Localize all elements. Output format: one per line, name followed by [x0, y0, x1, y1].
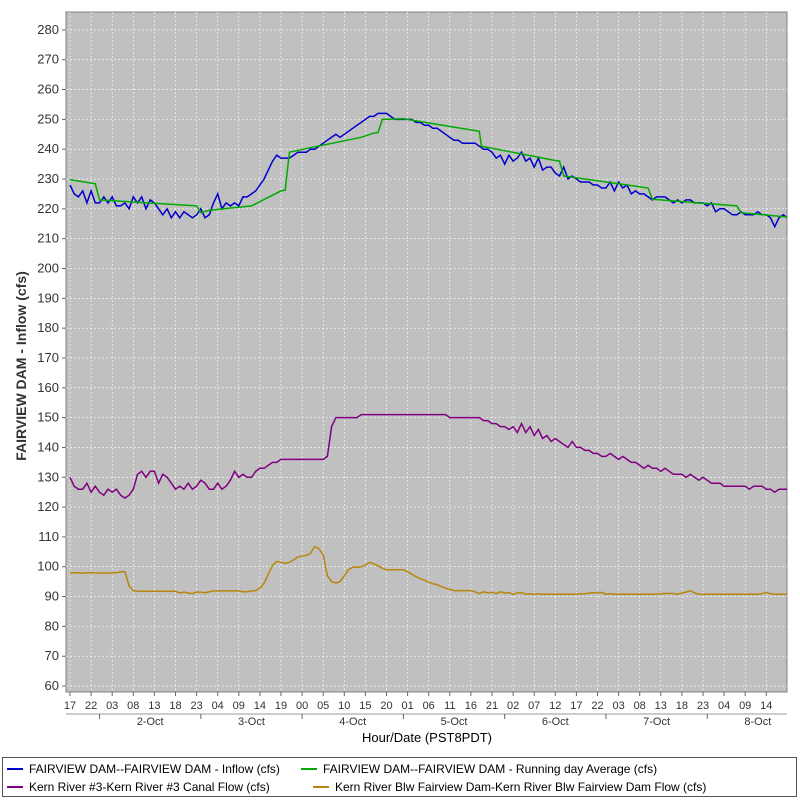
- y-tick-label: 130: [37, 469, 59, 484]
- legend-item-running-average: FAIRVIEW DAM--FAIRVIEW DAM - Running day…: [301, 762, 657, 776]
- y-tick-label: 260: [37, 82, 59, 97]
- date-label: 8-Oct: [744, 716, 771, 728]
- legend-label-running-average: FAIRVIEW DAM--FAIRVIEW DAM - Running day…: [323, 762, 658, 776]
- x-tick-label: 20: [380, 700, 392, 712]
- x-tick-label: 11: [444, 700, 455, 712]
- y-tick-label: 190: [37, 290, 59, 305]
- y-tick-label: 280: [37, 22, 59, 37]
- y-tick-label: 180: [37, 320, 59, 335]
- x-tick-label: 18: [676, 700, 688, 712]
- y-tick-label: 210: [37, 231, 59, 246]
- date-label: 2-Oct: [137, 716, 164, 728]
- y-tick-label: 140: [37, 439, 59, 454]
- legend-label-inflow: FAIRVIEW DAM--FAIRVIEW DAM - Inflow (cfs…: [29, 762, 280, 776]
- date-label: 6-Oct: [542, 716, 569, 728]
- y-tick-label: 250: [37, 111, 59, 126]
- x-tick-label: 03: [106, 700, 118, 712]
- x-tick-label: 07: [528, 700, 540, 712]
- x-tick-label: 02: [507, 700, 519, 712]
- legend-item-inflow: FAIRVIEW DAM--FAIRVIEW DAM - Inflow (cfs…: [7, 762, 280, 776]
- legend-label-canal-flow: Kern River #3-Kern River #3 Canal Flow (…: [29, 780, 270, 794]
- x-axis-label: Hour/Date (PST8PDT): [362, 730, 492, 745]
- y-tick-label: 80: [45, 618, 59, 633]
- x-tick-label: 17: [64, 700, 76, 712]
- x-tick-label: 06: [423, 700, 435, 712]
- x-tick-label: 13: [148, 700, 160, 712]
- y-tick-label: 240: [37, 141, 59, 156]
- x-tick-label: 12: [549, 700, 561, 712]
- x-tick-label: 14: [760, 700, 772, 712]
- y-tick-label: 160: [37, 380, 59, 395]
- legend-item-blw-fairview: Kern River Blw Fairview Dam-Kern River B…: [313, 780, 706, 794]
- series-line-2: [69, 413, 787, 500]
- y-tick-label: 90: [45, 589, 59, 604]
- legend-swatch-blw-fairview: [313, 786, 329, 788]
- x-tick-label: 19: [275, 700, 287, 712]
- x-tick-label: 22: [591, 700, 603, 712]
- y-tick-label: 60: [45, 678, 59, 693]
- x-tick-label: 16: [465, 700, 477, 712]
- date-label: 3-Oct: [238, 716, 265, 728]
- y-tick-label: 200: [37, 260, 59, 275]
- legend: FAIRVIEW DAM--FAIRVIEW DAM - Inflow (cfs…: [2, 757, 797, 797]
- x-tick-label: 03: [612, 700, 624, 712]
- y-tick-label: 170: [37, 350, 59, 365]
- x-tick-label: 17: [570, 700, 582, 712]
- legend-swatch-running-average: [301, 768, 317, 770]
- x-tick-label: 00: [296, 700, 308, 712]
- x-tick-label: 23: [190, 700, 202, 712]
- x-tick-label: 04: [212, 700, 224, 712]
- x-tick-label: 09: [233, 700, 245, 712]
- x-tick-label: 18: [169, 700, 181, 712]
- chart-svg: 6070809010011012013014015016017018019020…: [13, 11, 788, 745]
- y-tick-label: 270: [37, 52, 59, 67]
- y-axis-label: FAIRVIEW DAM - Inflow (cfs): [13, 271, 29, 461]
- series-line-3: [70, 545, 787, 595]
- series-line-0: [69, 112, 787, 229]
- x-tick-label: 04: [718, 700, 730, 712]
- date-label: 7-Oct: [643, 716, 670, 728]
- y-tick-label: 120: [37, 499, 59, 514]
- x-tick-label: 09: [739, 700, 751, 712]
- legend-item-canal-flow: Kern River #3-Kern River #3 Canal Flow (…: [7, 780, 270, 794]
- x-tick-label: 21: [486, 700, 498, 712]
- legend-swatch-inflow: [7, 768, 23, 770]
- series-line-1: [69, 118, 787, 218]
- x-tick-label: 13: [655, 700, 667, 712]
- x-tick-label: 01: [401, 700, 413, 712]
- x-tick-label: 15: [359, 700, 371, 712]
- plot-area: [65, 11, 788, 693]
- legend-label-blw-fairview: Kern River Blw Fairview Dam-Kern River B…: [335, 780, 707, 794]
- y-tick-label: 220: [37, 201, 59, 216]
- y-tick-label: 110: [38, 529, 59, 544]
- y-tick-label: 100: [37, 559, 59, 574]
- legend-swatch-canal-flow: [7, 786, 23, 788]
- date-label: 4-Oct: [339, 716, 366, 728]
- x-tick-label: 14: [254, 700, 266, 712]
- x-tick-label: 08: [127, 700, 139, 712]
- x-tick-label: 23: [697, 700, 709, 712]
- date-label: 5-Oct: [441, 716, 468, 728]
- x-tick-label: 08: [634, 700, 646, 712]
- x-tick-label: 05: [317, 700, 329, 712]
- x-tick-label: 22: [85, 700, 97, 712]
- x-tick-label: 10: [338, 700, 350, 712]
- y-tick-label: 230: [37, 171, 59, 186]
- y-tick-label: 150: [37, 410, 59, 425]
- y-tick-label: 70: [45, 648, 59, 663]
